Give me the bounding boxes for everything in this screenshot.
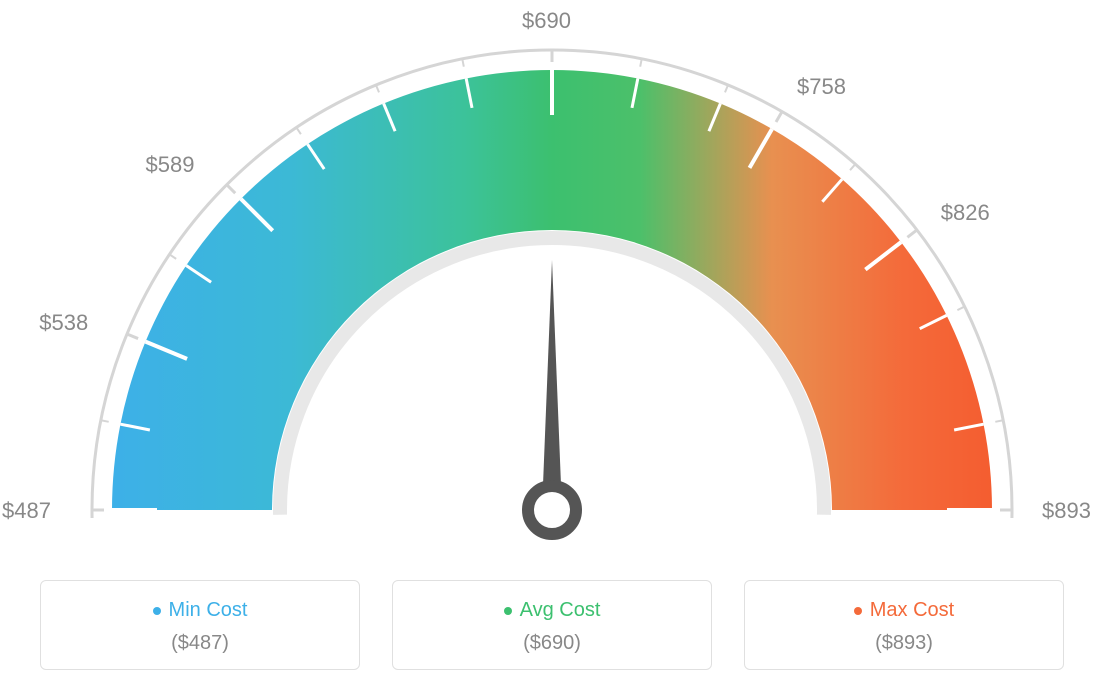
- legend-value-avg: ($690): [403, 632, 701, 655]
- tick-label: $487: [2, 498, 51, 524]
- legend-title-avg: Avg Cost: [504, 599, 601, 622]
- legend-card-max: Max Cost ($893): [744, 580, 1064, 670]
- tick-label: $589: [146, 152, 195, 178]
- legend-dot-max: [854, 607, 862, 615]
- legend-card-avg: Avg Cost ($690): [392, 580, 712, 670]
- legend-label-max: Max Cost: [870, 599, 954, 622]
- gauge-svg: [0, 0, 1104, 560]
- tick-label: $826: [941, 200, 990, 226]
- legend-title-min: Min Cost: [153, 599, 248, 622]
- legend-label-min: Min Cost: [169, 599, 248, 622]
- gauge-area: $487 $538 $589 $690 $758 $826 $893: [0, 0, 1104, 560]
- cost-gauge-chart: $487 $538 $589 $690 $758 $826 $893 Min Cost ($…: [0, 0, 1104, 690]
- tick-label: $690: [522, 8, 571, 34]
- legend-value-min: ($487): [51, 632, 349, 655]
- legend-row: Min Cost ($487) Avg Cost ($690) Max Cost…: [0, 580, 1104, 670]
- legend-title-max: Max Cost: [854, 599, 954, 622]
- legend-dot-min: [153, 607, 161, 615]
- legend-label-avg: Avg Cost: [520, 599, 601, 622]
- legend-value-max: ($893): [755, 632, 1053, 655]
- tick-label: $538: [39, 310, 88, 336]
- legend-dot-avg: [504, 607, 512, 615]
- legend-card-min: Min Cost ($487): [40, 580, 360, 670]
- tick-label: $893: [1042, 498, 1091, 524]
- tick-label: $758: [797, 74, 846, 100]
